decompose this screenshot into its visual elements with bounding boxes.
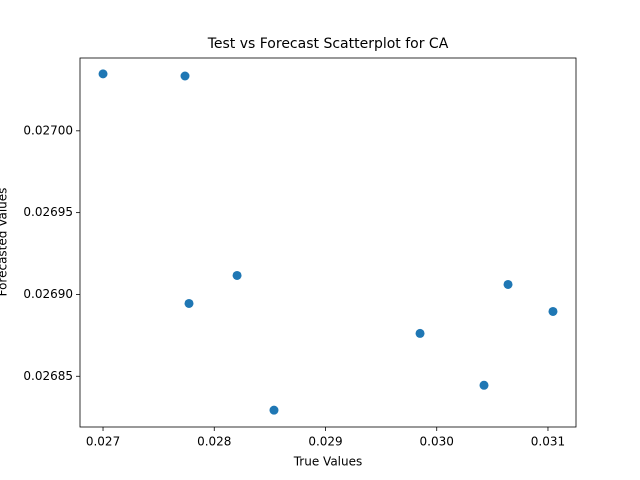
x-tick-label: 0.030 [420, 435, 454, 449]
x-axis-label: True Values [293, 455, 363, 469]
point [180, 71, 190, 81]
point [98, 69, 108, 79]
y-axis-label: Forecasted Values [0, 188, 10, 297]
point [415, 328, 425, 338]
y-tick-label: 0.02695 [23, 205, 73, 219]
point [232, 270, 242, 280]
point [184, 298, 194, 308]
x-tick-label: 0.029 [308, 435, 342, 449]
y-tick-label: 0.02685 [23, 369, 73, 383]
x-tick-label: 0.031 [531, 435, 565, 449]
x-tick-label: 0.028 [197, 435, 231, 449]
x-tick-label: 0.027 [86, 435, 120, 449]
y-tick-label: 0.02700 [23, 123, 73, 137]
plot-frame [79, 57, 577, 428]
point [269, 405, 279, 415]
point [548, 306, 558, 316]
point [503, 279, 513, 289]
point [479, 380, 489, 390]
chart-title: Test vs Forecast Scatterplot for CA [207, 36, 449, 52]
y-tick-label: 0.02690 [23, 287, 73, 301]
